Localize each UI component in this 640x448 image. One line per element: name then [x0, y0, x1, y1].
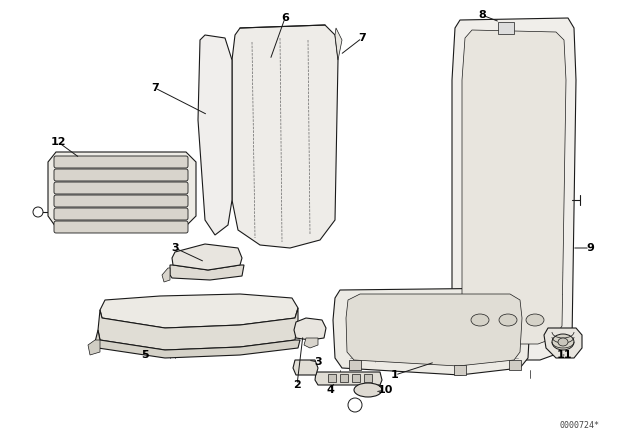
Ellipse shape [354, 383, 382, 397]
Bar [498, 22, 514, 34]
Text: 0000724*: 0000724* [560, 421, 600, 430]
Polygon shape [335, 28, 342, 60]
Ellipse shape [499, 314, 517, 326]
Text: 3: 3 [314, 357, 322, 367]
FancyBboxPatch shape [54, 169, 188, 181]
Polygon shape [462, 30, 566, 344]
Polygon shape [293, 360, 318, 375]
Polygon shape [95, 330, 300, 358]
Polygon shape [88, 340, 100, 355]
Text: 2: 2 [293, 380, 301, 390]
Bar [364, 374, 372, 382]
Ellipse shape [526, 314, 544, 326]
Bar [328, 374, 336, 382]
FancyBboxPatch shape [54, 195, 188, 207]
Circle shape [33, 207, 43, 217]
Polygon shape [333, 288, 530, 375]
FancyBboxPatch shape [54, 221, 188, 233]
Polygon shape [294, 318, 326, 340]
Text: 6: 6 [281, 13, 289, 23]
Text: 11: 11 [556, 350, 572, 360]
Circle shape [348, 398, 362, 412]
Polygon shape [100, 294, 298, 328]
Polygon shape [98, 308, 298, 350]
FancyBboxPatch shape [54, 182, 188, 194]
Polygon shape [198, 35, 232, 235]
Bar [509, 360, 521, 370]
Ellipse shape [552, 334, 574, 350]
Text: 10: 10 [378, 385, 393, 395]
Bar [340, 374, 348, 382]
Polygon shape [544, 328, 582, 358]
Polygon shape [304, 338, 318, 348]
Text: 1: 1 [391, 370, 399, 380]
Bar [352, 374, 360, 382]
Polygon shape [346, 294, 522, 366]
Text: 7: 7 [358, 33, 366, 43]
Text: 3: 3 [171, 243, 179, 253]
Polygon shape [452, 18, 576, 360]
Ellipse shape [471, 314, 489, 326]
Polygon shape [315, 372, 382, 385]
Polygon shape [232, 25, 338, 248]
Bar [454, 365, 466, 375]
FancyBboxPatch shape [54, 208, 188, 220]
Ellipse shape [558, 338, 568, 346]
Text: 5: 5 [141, 350, 149, 360]
Text: 12: 12 [51, 137, 66, 147]
Polygon shape [170, 265, 244, 280]
Text: 8: 8 [478, 10, 486, 20]
Text: 7: 7 [151, 83, 159, 93]
Text: 4: 4 [326, 385, 334, 395]
Polygon shape [162, 268, 170, 282]
Polygon shape [48, 152, 196, 230]
Bar [349, 360, 361, 370]
Text: 9: 9 [586, 243, 594, 253]
FancyBboxPatch shape [54, 156, 188, 168]
Polygon shape [172, 244, 242, 270]
